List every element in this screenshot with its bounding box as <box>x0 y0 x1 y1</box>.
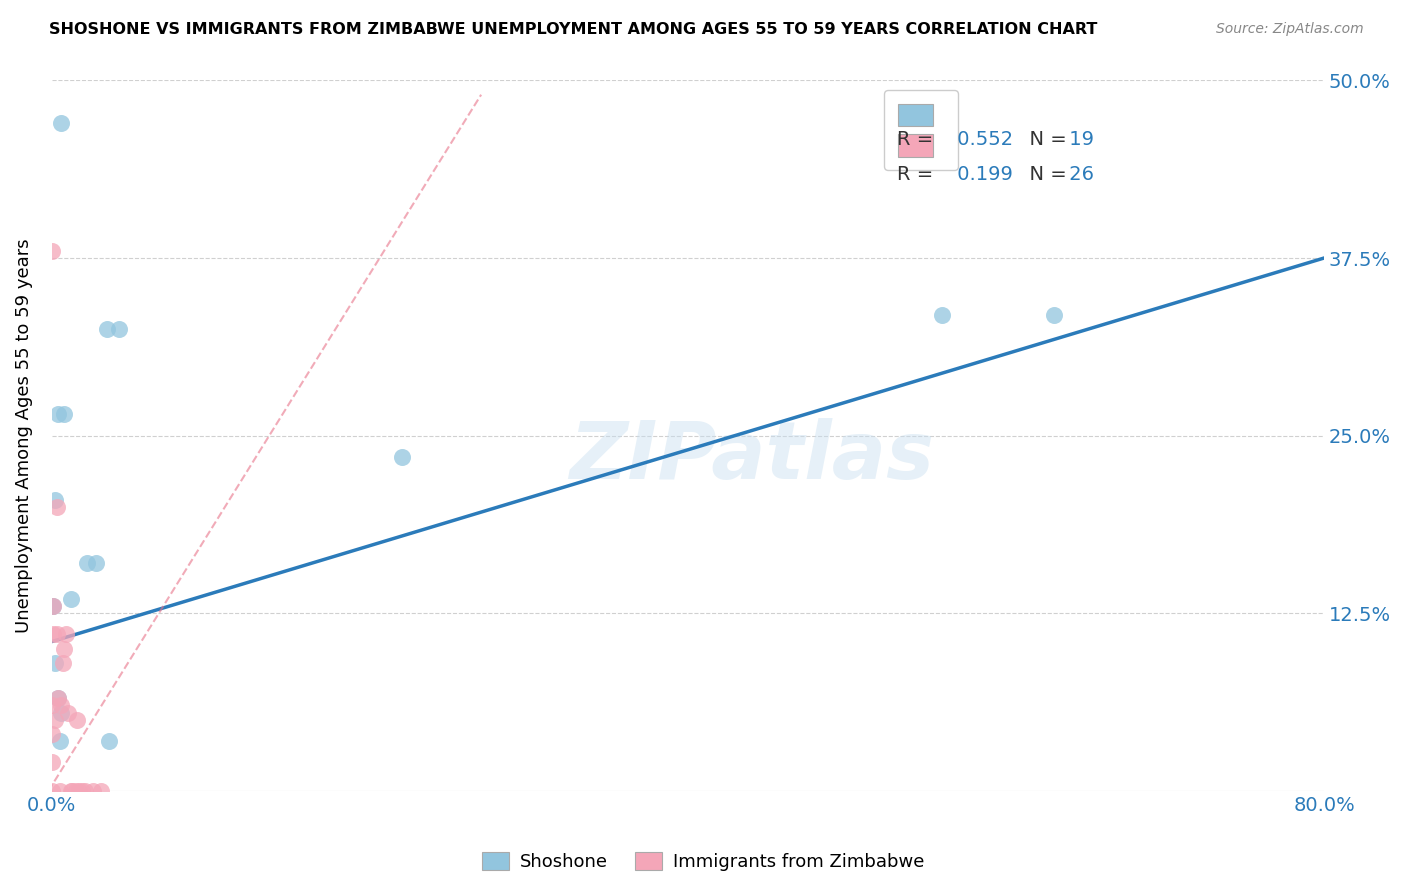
Point <box>41 783 63 797</box>
Point <box>41 599 63 613</box>
Point <box>59 591 82 606</box>
Text: R =: R = <box>897 165 939 184</box>
Point <box>41 244 63 258</box>
Point <box>42 599 65 613</box>
Point <box>391 450 413 464</box>
Point <box>46 407 69 421</box>
Point <box>44 656 66 670</box>
Text: N =: N = <box>1017 129 1073 149</box>
Legend: , : , <box>884 90 957 170</box>
Point <box>51 706 73 720</box>
Point <box>44 492 66 507</box>
Point <box>84 557 107 571</box>
Text: SHOSHONE VS IMMIGRANTS FROM ZIMBABWE UNEMPLOYMENT AMONG AGES 55 TO 59 YEARS CORR: SHOSHONE VS IMMIGRANTS FROM ZIMBABWE UNE… <box>49 22 1098 37</box>
Text: ZIPatlas: ZIPatlas <box>569 417 934 496</box>
Point <box>48 734 70 748</box>
Text: 19: 19 <box>1063 129 1094 149</box>
Point <box>51 698 73 713</box>
Point <box>96 322 118 336</box>
Point <box>41 756 63 770</box>
Point <box>1042 308 1064 322</box>
Point <box>42 599 65 613</box>
Point <box>67 783 90 797</box>
Point <box>45 627 67 641</box>
Point <box>44 713 66 727</box>
Point <box>76 557 98 571</box>
Point <box>65 783 87 797</box>
Point <box>70 783 93 797</box>
Text: N =: N = <box>1017 165 1073 184</box>
Legend: Shoshone, Immigrants from Zimbabwe: Shoshone, Immigrants from Zimbabwe <box>475 845 931 879</box>
Point <box>51 116 73 130</box>
Point <box>45 500 67 514</box>
Point <box>48 783 70 797</box>
Point <box>66 713 89 727</box>
Point <box>46 691 69 706</box>
Point <box>82 783 104 797</box>
Text: Source: ZipAtlas.com: Source: ZipAtlas.com <box>1216 22 1364 37</box>
Point <box>53 407 76 421</box>
Point <box>53 641 76 656</box>
Y-axis label: Unemployment Among Ages 55 to 59 years: Unemployment Among Ages 55 to 59 years <box>15 238 32 633</box>
Point <box>931 308 953 322</box>
Point <box>42 627 65 641</box>
Text: 0.199: 0.199 <box>950 165 1012 184</box>
Point <box>75 783 97 797</box>
Text: 26: 26 <box>1063 165 1094 184</box>
Point <box>56 706 79 720</box>
Point <box>107 322 129 336</box>
Text: R =: R = <box>897 129 939 149</box>
Point <box>98 734 121 748</box>
Point <box>62 783 84 797</box>
Point <box>59 783 82 797</box>
Point <box>41 727 63 741</box>
Point <box>41 698 63 713</box>
Text: 0.552: 0.552 <box>950 129 1012 149</box>
Point <box>90 783 112 797</box>
Point <box>55 627 77 641</box>
Point <box>46 691 69 706</box>
Point <box>52 656 75 670</box>
